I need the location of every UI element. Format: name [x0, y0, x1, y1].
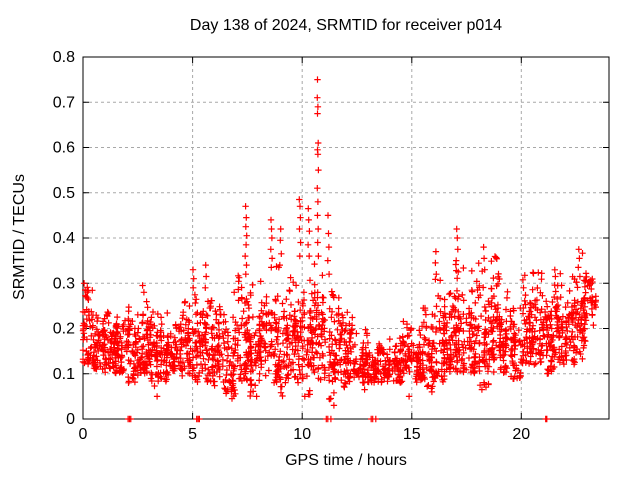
y-tick-label: 0: [66, 411, 75, 428]
y-tick-label: 0.2: [53, 321, 75, 338]
y-tick-label: 0.4: [53, 230, 75, 247]
x-tick-label: 5: [188, 426, 197, 443]
y-tick-label: 0.3: [53, 275, 75, 292]
y-axis-title: SRMTID / TECUs: [11, 174, 28, 300]
x-tick-label: 20: [512, 426, 530, 443]
chart-title: Day 138 of 2024, SRMTID for receiver p01…: [189, 17, 503, 34]
y-tick-label: 0.1: [53, 366, 75, 383]
data-points-scatter: [79, 76, 599, 423]
x-tick-label: 15: [403, 426, 421, 443]
y-tick-label: 0.8: [53, 49, 75, 66]
x-tick-label: 10: [293, 426, 311, 443]
gridlines: [83, 57, 609, 419]
y-tick-label: 0.6: [53, 140, 75, 157]
y-tick-label: 0.5: [53, 185, 75, 202]
y-tick-label: 0.7: [53, 94, 75, 111]
x-tick-label: 0: [79, 426, 88, 443]
x-axis-title: GPS time / hours: [285, 452, 407, 469]
